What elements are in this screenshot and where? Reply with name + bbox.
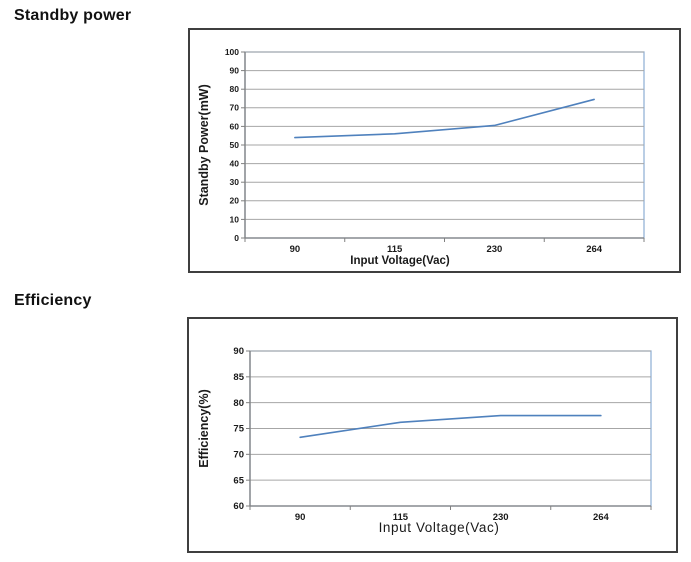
- y-tick-label: 65: [233, 475, 244, 486]
- y-tick-label: 90: [233, 346, 244, 357]
- section-heading-efficiency: Efficiency: [14, 292, 92, 309]
- efficiency-chart: 60 65 70 75 80 85 90 90 115 230 264 Input Voltage(V…: [187, 317, 678, 553]
- x-category-label: 90: [295, 512, 306, 523]
- y-tick-label: 20: [230, 196, 240, 206]
- section-heading-standby-power: Standby power: [14, 7, 132, 24]
- x-category-label: 264: [593, 512, 610, 523]
- x-category-label: 115: [393, 512, 409, 523]
- y-axis-title: Standby Power(mW): [197, 84, 211, 206]
- y-axis-ticks: 0 10 20 30 40 50 60 70 80 90 100: [225, 47, 245, 243]
- x-category-label: 230: [493, 512, 509, 523]
- y-tick-label: 90: [230, 65, 240, 75]
- y-tick-label: 85: [233, 372, 244, 383]
- y-tick-label: 60: [230, 121, 240, 131]
- efficiency-chart-svg: 60 65 70 75 80 85 90 90 115 230 264 Input Voltage(V…: [197, 346, 652, 535]
- x-category-label: 230: [486, 244, 502, 255]
- y-tick-label: 70: [230, 103, 240, 113]
- y-tick-label: 80: [230, 84, 240, 94]
- x-axis-title: Input Voltage(Vac): [350, 255, 450, 267]
- y-tick-label: 100: [225, 47, 239, 57]
- standby-power-chart: 0 10 20 30 40 50 60 70 80 90 100 90 115 230 264 Input V…: [188, 28, 681, 273]
- y-tick-label: 60: [233, 501, 244, 512]
- series-line: [299, 414, 602, 439]
- y-tick-label: 40: [230, 158, 240, 168]
- x-axis-ticks: [244, 238, 645, 242]
- y-axis-ticks: 60 65 70 75 80 85 90: [233, 346, 250, 512]
- y-tick-label: 50: [230, 140, 240, 150]
- y-tick-label: 0: [234, 233, 239, 243]
- x-category-label: 90: [290, 244, 301, 255]
- x-category-labels: 90 115 230 264: [290, 244, 603, 255]
- y-tick-label: 70: [233, 450, 244, 461]
- standby-power-chart-svg: 0 10 20 30 40 50 60 70 80 90 100 90 115 230 264 Input V…: [197, 47, 645, 267]
- series-line: [294, 98, 595, 139]
- y-tick-label: 10: [230, 214, 240, 224]
- x-category-labels: 90 115 230 264: [295, 512, 610, 523]
- x-category-label: 264: [586, 244, 603, 255]
- y-tick-label: 30: [230, 177, 240, 187]
- y-tick-label: 80: [233, 398, 244, 409]
- x-axis-ticks: [249, 506, 652, 510]
- x-category-label: 115: [387, 244, 403, 255]
- gridlines: [250, 350, 651, 507]
- x-axis-title: Input Voltage(Vac): [379, 520, 500, 535]
- y-tick-label: 75: [233, 424, 244, 435]
- y-axis-title: Efficiency(%): [197, 389, 211, 468]
- gridlines: [245, 51, 644, 239]
